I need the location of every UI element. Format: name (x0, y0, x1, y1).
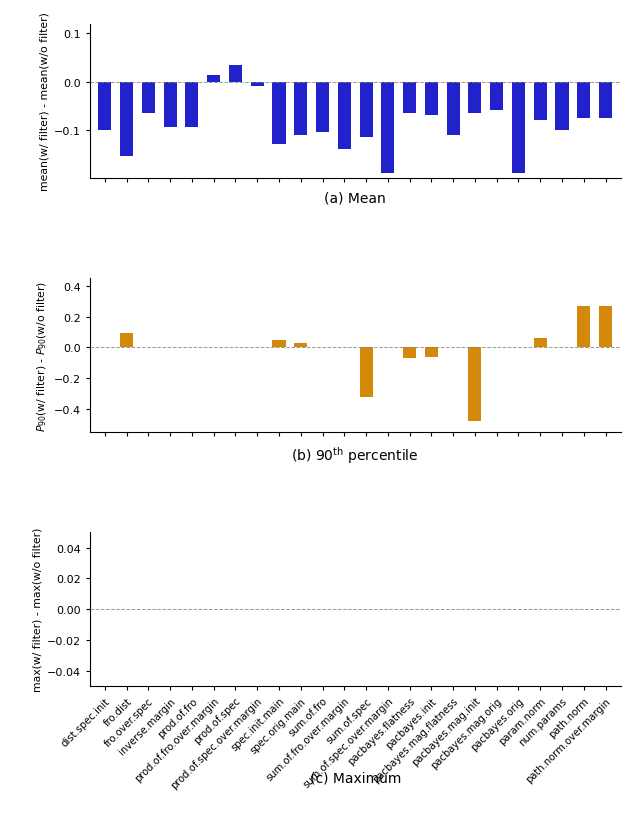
Bar (577, 306, 590, 348)
Bar (186, 83, 198, 128)
Bar (599, 83, 612, 118)
Bar (99, 83, 111, 131)
Bar (360, 348, 372, 397)
Text: (a) Mean: (a) Mean (324, 191, 386, 205)
Text: (b) 90$^{\mathrm{th}}$ percentile: (b) 90$^{\mathrm{th}}$ percentile (291, 445, 419, 466)
Bar (403, 83, 416, 114)
Bar (164, 83, 177, 128)
Bar (534, 83, 547, 121)
Bar (468, 348, 481, 422)
Bar (360, 83, 372, 138)
Bar (273, 340, 285, 348)
Bar (294, 83, 307, 136)
Bar (425, 348, 438, 357)
Y-axis label: max(w/ filter) - max(w/o filter): max(w/ filter) - max(w/o filter) (32, 528, 42, 691)
Bar (577, 83, 590, 118)
Bar (556, 83, 568, 131)
Bar (403, 348, 416, 359)
Text: (c) Maximum: (c) Maximum (310, 771, 401, 785)
Bar (381, 83, 394, 174)
Y-axis label: $P_{90}$(w/ filter) - $P_{90}$(w/o filter): $P_{90}$(w/ filter) - $P_{90}$(w/o filte… (36, 280, 49, 431)
Bar (425, 83, 438, 116)
Bar (120, 334, 133, 348)
Bar (599, 306, 612, 348)
Y-axis label: mean(w/ filter) - mean(w/o filter): mean(w/ filter) - mean(w/o filter) (40, 12, 49, 191)
Bar (251, 83, 264, 88)
Bar (490, 83, 503, 112)
Bar (468, 83, 481, 114)
Bar (142, 83, 155, 114)
Bar (273, 83, 285, 145)
Bar (512, 83, 525, 174)
Bar (447, 83, 460, 136)
Bar (316, 83, 329, 133)
Bar (120, 83, 133, 157)
Bar (294, 343, 307, 348)
Bar (338, 83, 351, 150)
Bar (534, 339, 547, 348)
Bar (207, 76, 220, 83)
Bar (229, 65, 242, 83)
